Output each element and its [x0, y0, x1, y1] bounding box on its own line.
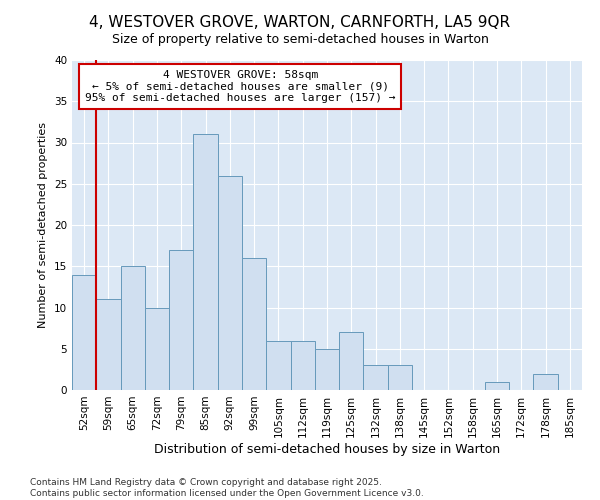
Bar	[72, 274, 96, 390]
Bar	[218, 176, 242, 390]
Text: Size of property relative to semi-detached houses in Warton: Size of property relative to semi-detach…	[112, 32, 488, 46]
Bar	[364, 365, 388, 390]
Bar	[242, 258, 266, 390]
Bar	[485, 382, 509, 390]
Bar	[145, 308, 169, 390]
Bar	[96, 299, 121, 390]
Bar	[315, 349, 339, 390]
Bar	[290, 340, 315, 390]
Bar	[121, 266, 145, 390]
Text: 4, WESTOVER GROVE, WARTON, CARNFORTH, LA5 9QR: 4, WESTOVER GROVE, WARTON, CARNFORTH, LA…	[89, 15, 511, 30]
Text: 4 WESTOVER GROVE: 58sqm
← 5% of semi-detached houses are smaller (9)
95% of semi: 4 WESTOVER GROVE: 58sqm ← 5% of semi-det…	[85, 70, 395, 103]
Bar	[169, 250, 193, 390]
Text: Contains HM Land Registry data © Crown copyright and database right 2025.
Contai: Contains HM Land Registry data © Crown c…	[30, 478, 424, 498]
Y-axis label: Number of semi-detached properties: Number of semi-detached properties	[38, 122, 49, 328]
Bar	[533, 374, 558, 390]
X-axis label: Distribution of semi-detached houses by size in Warton: Distribution of semi-detached houses by …	[154, 442, 500, 456]
Bar	[193, 134, 218, 390]
Bar	[388, 365, 412, 390]
Bar	[339, 332, 364, 390]
Bar	[266, 340, 290, 390]
